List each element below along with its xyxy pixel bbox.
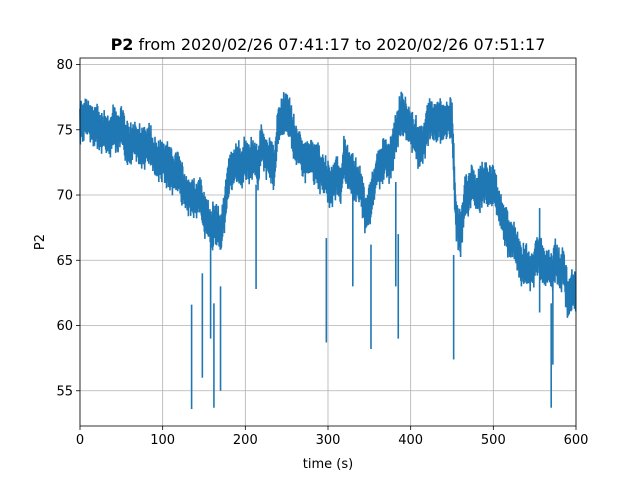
y-tick-label: 75 bbox=[56, 123, 73, 138]
series-lines bbox=[79, 91, 577, 318]
y-tick-label: 55 bbox=[56, 384, 73, 399]
grid-lines bbox=[79, 58, 577, 426]
y-axis-label: P2 bbox=[33, 234, 48, 250]
chart-title-rest: from 2020/02/26 07:41:17 to 2020/02/26 0… bbox=[133, 35, 545, 54]
x-tick-label: 200 bbox=[233, 433, 258, 448]
y-tick-label: 80 bbox=[56, 58, 73, 73]
x-tick-label: 0 bbox=[76, 433, 84, 448]
y-tick-label: 60 bbox=[56, 319, 73, 334]
y-tick-label: 65 bbox=[56, 254, 73, 269]
x-tick-label: 500 bbox=[481, 433, 506, 448]
x-tick-label: 600 bbox=[564, 433, 589, 448]
x-ticks: 0 100 200 300 400 500 600 bbox=[76, 426, 589, 448]
series-spikes bbox=[190, 181, 554, 410]
y-tick-label: 70 bbox=[56, 189, 73, 204]
x-tick-label: 300 bbox=[316, 433, 341, 448]
chart-title-bold: P2 bbox=[111, 35, 134, 54]
x-axis-label: time (s) bbox=[303, 457, 353, 472]
y-ticks: 55 60 65 70 75 80 bbox=[56, 58, 80, 399]
chart-title: P2 from 2020/02/26 07:41:17 to 2020/02/2… bbox=[111, 35, 546, 54]
series-noise bbox=[79, 91, 577, 318]
x-tick-label: 100 bbox=[150, 433, 175, 448]
x-tick-label: 400 bbox=[398, 433, 423, 448]
